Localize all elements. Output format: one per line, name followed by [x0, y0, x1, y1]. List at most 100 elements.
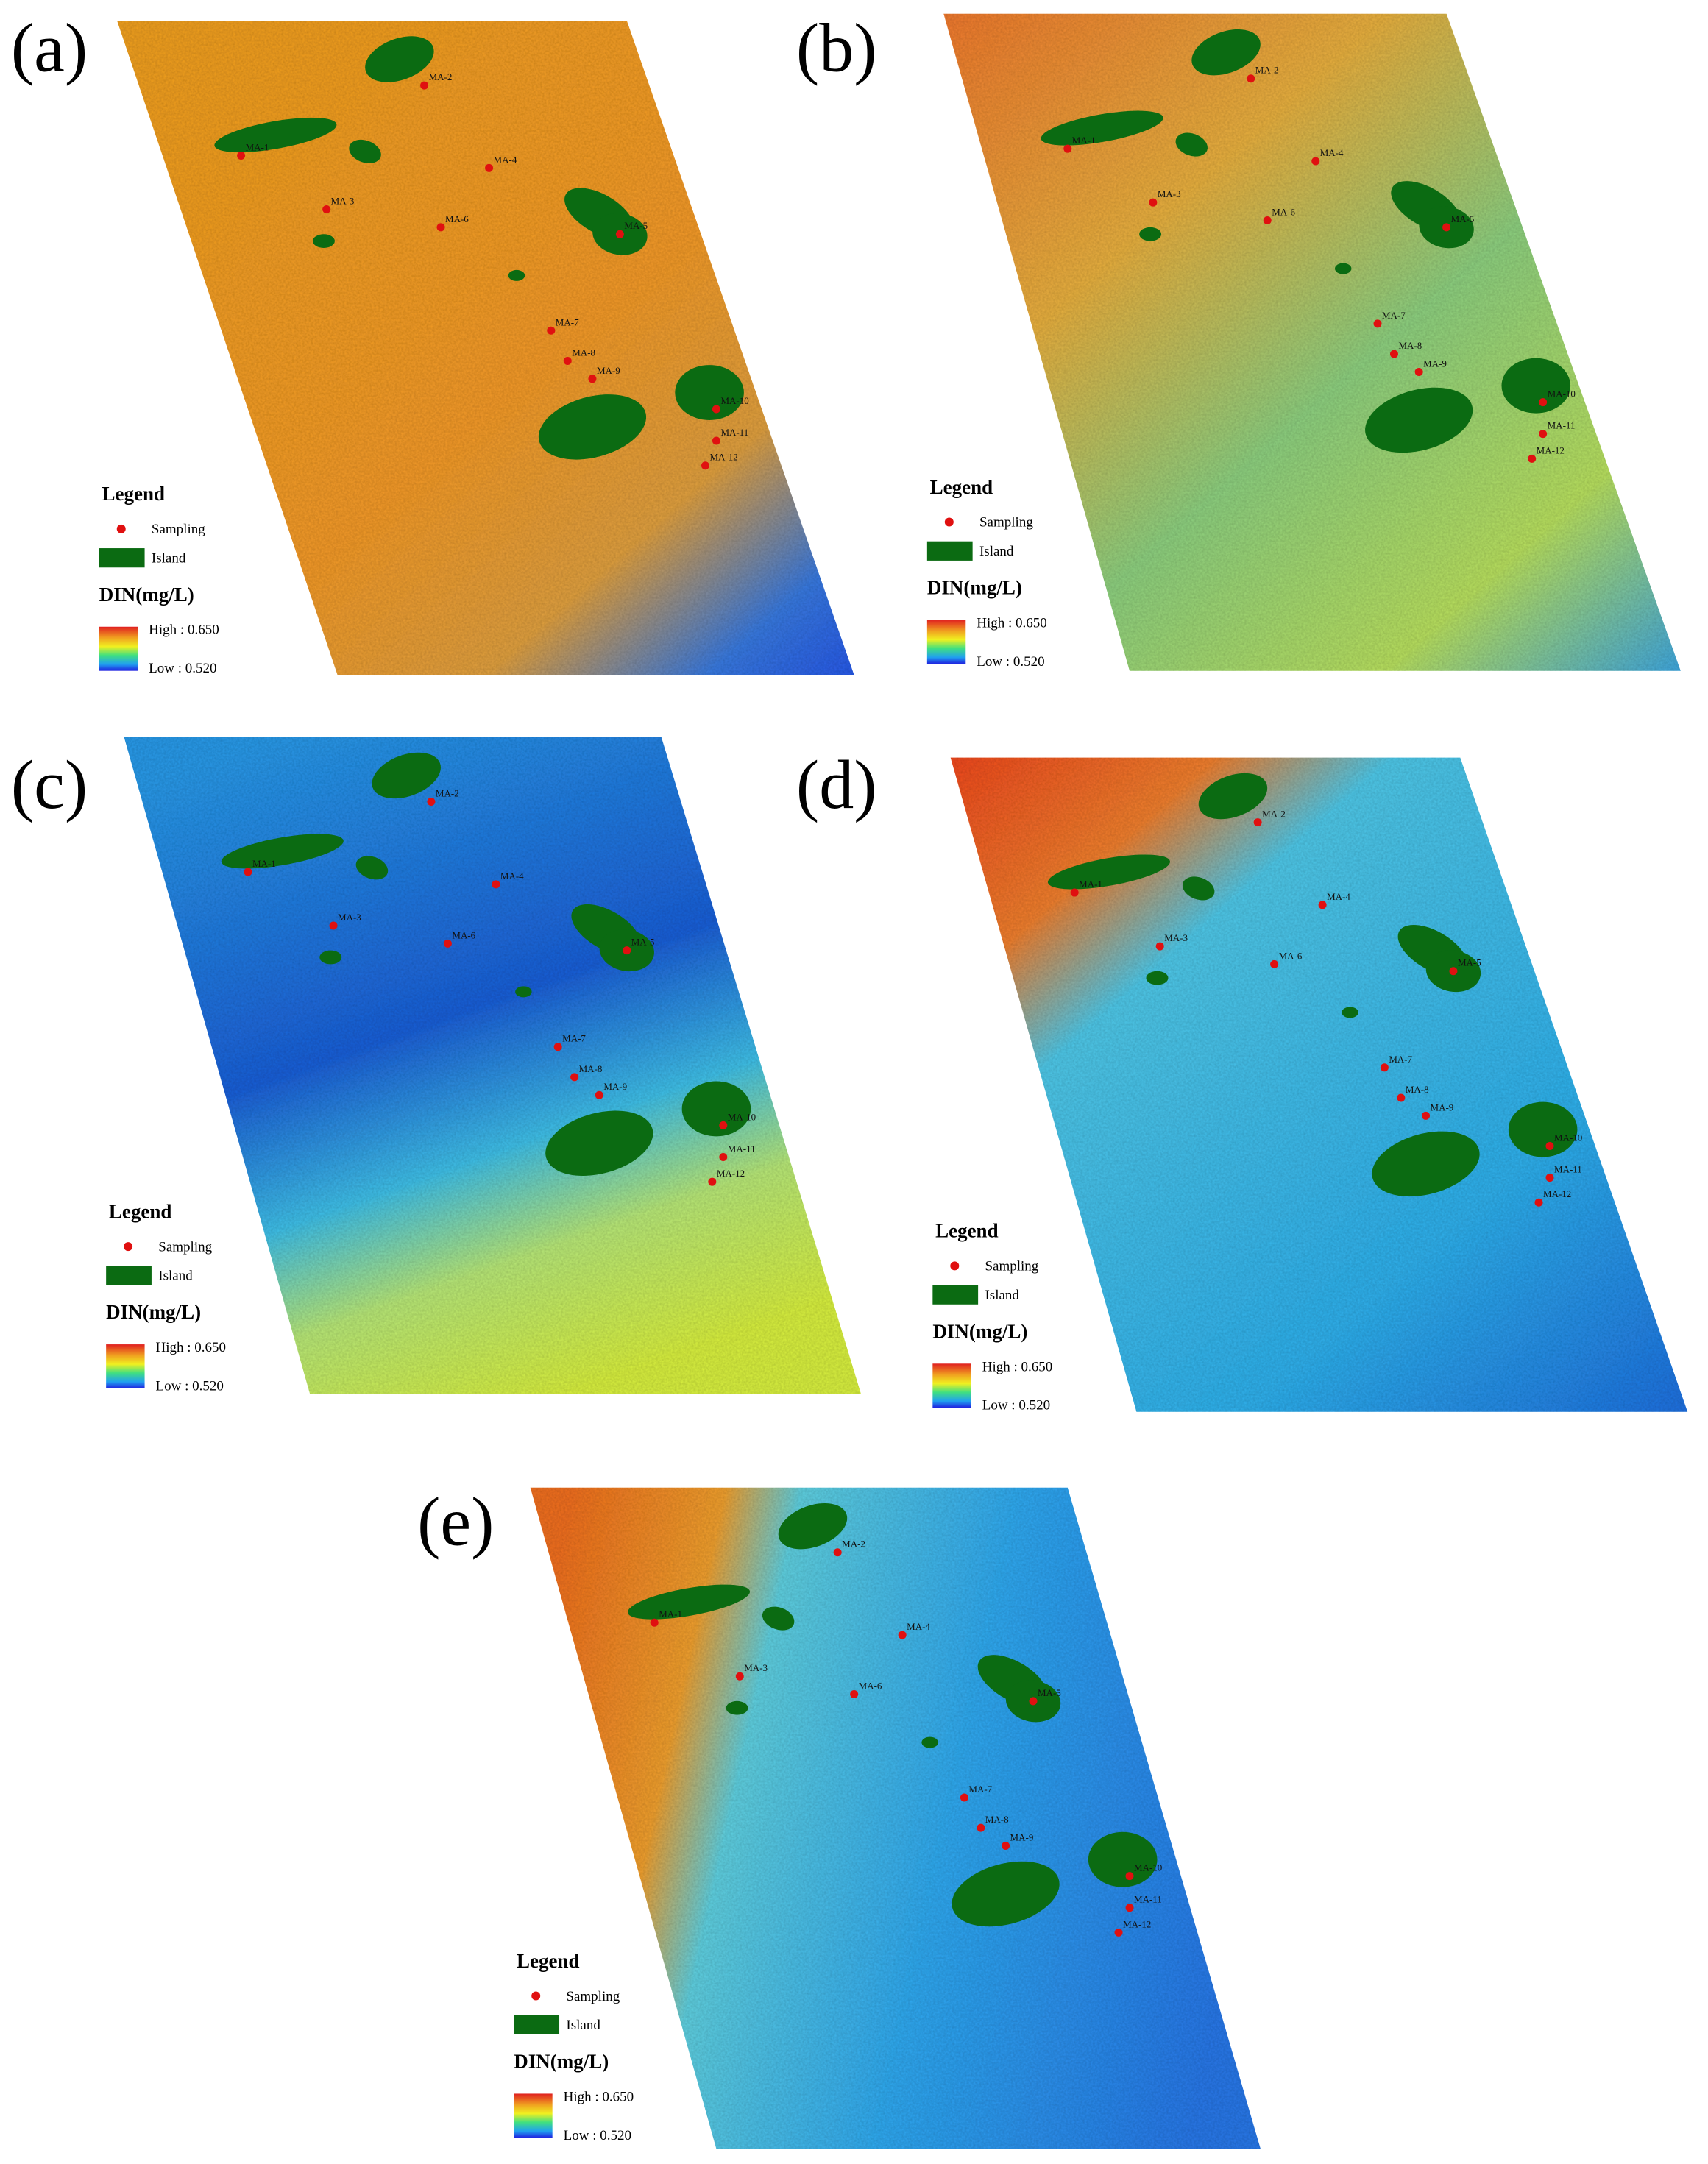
legend-island: Island: [979, 544, 1014, 559]
colorbar: [99, 626, 138, 671]
sampling-point: [1270, 959, 1279, 968]
sampling-point: [719, 1121, 728, 1129]
site-label: MA-12: [717, 1168, 745, 1179]
site-label: MA-3: [331, 196, 355, 207]
sampling-point: [244, 868, 252, 876]
island: [538, 394, 647, 460]
site-label: MA-7: [968, 1784, 992, 1795]
site-label: MA-3: [744, 1662, 768, 1673]
sampling-point: [833, 1548, 842, 1557]
sampling-point: [1539, 398, 1548, 407]
legend-variable: DIN(mg/L): [932, 1320, 1027, 1342]
site-label: MA-1: [1079, 879, 1102, 890]
legend-title: Legend: [935, 1220, 999, 1242]
island: [221, 834, 344, 869]
site-label: MA-5: [1038, 1687, 1061, 1698]
legend-title: Legend: [109, 1200, 172, 1222]
site-label: MA-6: [1279, 950, 1303, 961]
island: [1508, 1101, 1578, 1157]
sampling-point: [1380, 1063, 1389, 1072]
site-label: MA-2: [1262, 809, 1286, 820]
site-label: MA-7: [1382, 310, 1406, 321]
sampling-point: [1449, 967, 1458, 976]
legend-sampling: Sampling: [152, 522, 205, 537]
din-raster: [530, 1487, 1261, 2149]
sampling-point: [1247, 74, 1255, 83]
site-label: MA-1: [246, 142, 269, 153]
legend-high: High : 0.650: [149, 622, 219, 638]
legend-high: High : 0.650: [564, 2089, 634, 2104]
legend-low: Low : 0.520: [564, 2128, 631, 2143]
legend-high: High : 0.650: [977, 615, 1047, 631]
site-label: MA-1: [659, 1608, 682, 1620]
island: [1047, 854, 1170, 890]
island: [1198, 773, 1268, 820]
legend-sampling-symbol: [124, 1242, 133, 1252]
site-label: MA-8: [1406, 1084, 1429, 1095]
sampling-point: [1155, 942, 1164, 951]
din-raster: [117, 21, 854, 675]
site-label: MA-6: [859, 1681, 882, 1692]
site-label: MA-3: [338, 912, 361, 923]
site-label: MA-9: [603, 1081, 627, 1092]
island: [515, 986, 532, 998]
site-label: MA-12: [1537, 444, 1565, 455]
site-label: MA-4: [494, 154, 517, 165]
site-label: MA-7: [556, 316, 579, 327]
legend-title: Legend: [930, 476, 993, 498]
colorbar: [106, 1344, 145, 1388]
site-label: MA-2: [1255, 65, 1279, 76]
site-label: MA-3: [1158, 188, 1181, 199]
island: [1501, 358, 1571, 414]
site-label: MA-1: [252, 858, 276, 869]
sampling-point: [735, 1672, 744, 1681]
panel-label: (e): [417, 1483, 494, 1560]
site-label: MA-11: [720, 427, 748, 438]
sampling-point: [1442, 223, 1451, 232]
island: [349, 139, 381, 163]
sampling-point: [1373, 319, 1382, 328]
sampling-point: [1125, 1904, 1134, 1912]
legend-sampling-symbol: [531, 1991, 541, 2001]
legend-sampling-symbol: [950, 1261, 960, 1271]
sampling-point: [595, 1090, 603, 1099]
island: [778, 1503, 848, 1550]
island: [372, 752, 441, 799]
sampling-point: [329, 921, 338, 930]
map-panel: MA-1 MA-2 MA-3 MA-4 MA-5 MA-6 MA-7 MA-8MA-9 MA-1…: [11, 737, 861, 1394]
site-label: MA-8: [1398, 340, 1422, 351]
sampling-point: [708, 1177, 717, 1186]
site-label: MA-11: [1554, 1164, 1582, 1175]
site-label: MA-4: [500, 870, 524, 881]
sampling-point: [623, 946, 631, 955]
site-label: MA-5: [1451, 213, 1475, 224]
site-label: MA-6: [1272, 207, 1295, 218]
site-label: MA-5: [624, 220, 648, 231]
sampling-point: [570, 1073, 579, 1082]
legend-island: Island: [566, 2018, 600, 2033]
sampling-point: [712, 436, 720, 445]
site-label: MA-2: [429, 71, 453, 82]
legend-low: Low : 0.520: [977, 654, 1044, 670]
sampling-point: [1263, 216, 1272, 225]
sampling-point: [1311, 157, 1320, 166]
legend-high: High : 0.650: [982, 1359, 1053, 1374]
sampling-point: [1318, 901, 1327, 909]
legend-variable: DIN(mg/L): [99, 583, 194, 606]
sampling-point: [960, 1793, 968, 1802]
site-label: MA-9: [1423, 358, 1447, 369]
island: [627, 1584, 751, 1620]
sampling-point: [615, 230, 624, 238]
site-label: MA-10: [1134, 1862, 1162, 1873]
site-label: MA-12: [709, 452, 737, 463]
island: [1191, 29, 1261, 76]
legend-island-symbol: [926, 541, 973, 561]
panel-label: (d): [796, 747, 877, 823]
site-label: MA-8: [572, 347, 595, 358]
island: [214, 117, 337, 152]
island: [1146, 971, 1169, 985]
sampling-point: [898, 1631, 907, 1639]
colorbar: [514, 2093, 553, 2138]
site-label: MA-12: [1123, 1918, 1151, 1929]
island: [508, 269, 525, 281]
